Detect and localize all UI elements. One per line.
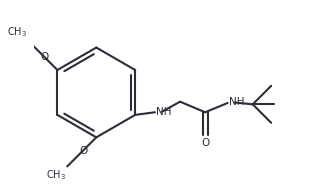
Text: O: O <box>79 146 87 155</box>
Text: CH$_3$: CH$_3$ <box>46 169 66 182</box>
Text: NH: NH <box>229 97 244 107</box>
Text: O: O <box>40 52 48 62</box>
Text: O: O <box>201 138 209 148</box>
Text: NH: NH <box>156 107 172 117</box>
Text: CH$_3$: CH$_3$ <box>7 25 27 39</box>
